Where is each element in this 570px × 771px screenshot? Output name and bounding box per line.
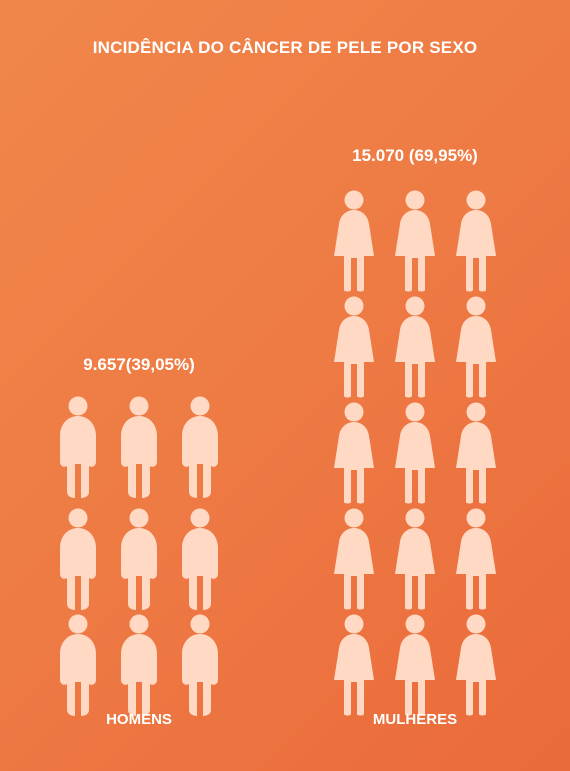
men-value-label: 9.657(39,05%) <box>83 355 195 374</box>
woman-icon <box>395 190 435 292</box>
man-icon <box>60 396 96 498</box>
man-icon <box>121 508 157 610</box>
women-value-label: 15.070 (69,95%) <box>352 146 478 165</box>
woman-icon <box>334 190 374 292</box>
man-icon <box>60 508 96 610</box>
woman-icon <box>456 190 496 292</box>
woman-icon <box>395 402 435 504</box>
man-icon <box>182 614 218 716</box>
woman-icon <box>456 508 496 610</box>
chart-title: INCIDÊNCIA DO CÂNCER DE PELE POR SEXO <box>92 38 478 57</box>
man-icon <box>121 396 157 498</box>
woman-icon <box>334 402 374 504</box>
woman-icon <box>334 614 374 716</box>
woman-icon <box>334 296 374 398</box>
man-icon <box>182 396 218 498</box>
woman-icon <box>395 296 435 398</box>
man-icon <box>182 508 218 610</box>
woman-icon <box>395 614 435 716</box>
woman-icon <box>456 402 496 504</box>
man-icon <box>121 614 157 716</box>
woman-icon <box>334 508 374 610</box>
woman-icon <box>395 508 435 610</box>
men-category-label: HOMENS <box>106 711 172 728</box>
woman-icon <box>456 614 496 716</box>
man-icon <box>60 614 96 716</box>
women-category-label: MULHERES <box>372 711 458 728</box>
woman-icon <box>456 296 496 398</box>
